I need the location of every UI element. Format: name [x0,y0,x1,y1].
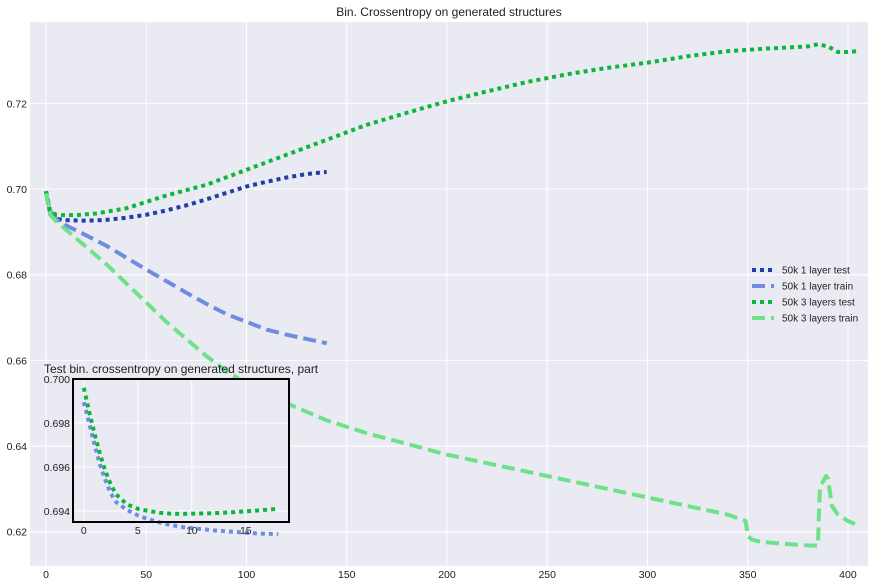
series-line-2 [44,192,328,346]
x-tick-label: 400 [839,569,857,581]
series-line-1 [44,169,327,223]
series-line-4 [44,192,859,548]
inset-y-tick-label: 0.700 [44,374,70,386]
inset-background [73,379,289,522]
inset-x-tick-label: 0 [81,525,87,537]
chart-title: Bin. Crossentropy on generated structure… [336,5,561,19]
inset-x-tick-label: 15 [240,525,252,537]
x-tick-label: 100 [238,569,256,581]
legend-label-2: 50k 1 layer train [782,282,853,293]
x-tick-label: 0 [43,569,49,581]
legend-label-4: 50k 3 layers train [782,314,858,325]
inset-y-tick-label: 0.696 [44,462,70,474]
y-tick-label: 0.66 [7,355,28,367]
y-tick-label: 0.72 [7,98,28,110]
inset-frame [72,378,290,523]
inset-x-tick-label: 10 [186,525,198,537]
inset-plot-area: Test bin. crossentropy on generated stru… [44,362,319,537]
x-tick-label: 200 [438,569,456,581]
inset-y-tick-label: 0.698 [44,418,70,430]
x-tick-label: 250 [538,569,556,581]
x-tick-label: 350 [739,569,757,581]
y-tick-label: 0.62 [7,527,28,539]
legend-label-1: 50k 1 layer test [782,266,850,277]
y-tick-label: 0.68 [7,270,28,282]
y-tick-label: 0.70 [7,184,28,196]
inset-title: Test bin. crossentropy on generated stru… [44,362,319,376]
inset-x-tick-label: 5 [135,525,141,537]
x-tick-label: 300 [639,569,657,581]
inset-series-line-1 [81,401,279,537]
inset-y-tick-label: 0.694 [44,506,70,518]
y-tick-label: 0.64 [7,441,28,453]
inset-series-line-2 [81,387,279,516]
x-tick-label: 150 [338,569,356,581]
legend-label-3: 50k 3 layers test [782,298,855,309]
legend: 50k 1 layer test 50k 1 layer train 50k 3 l… [752,266,858,325]
x-tick-label: 50 [140,569,152,581]
